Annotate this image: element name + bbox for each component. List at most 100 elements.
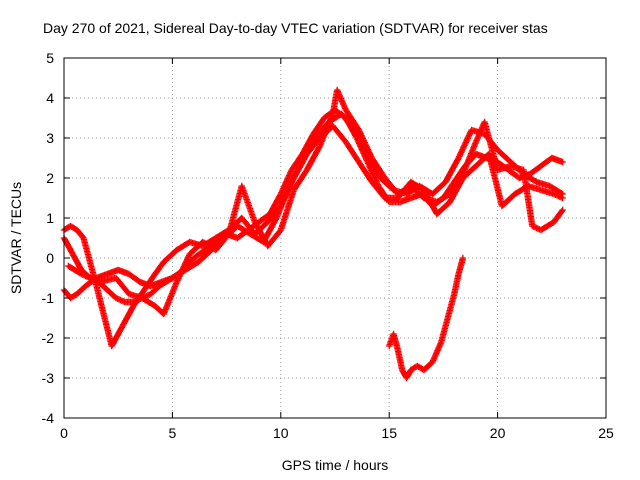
data-point-run <box>174 252 193 284</box>
data-point-run <box>265 228 283 248</box>
data-point-run <box>225 184 245 236</box>
data-point <box>529 222 536 230</box>
y-tick-label: 5 <box>46 50 54 66</box>
data-point-run <box>300 132 316 156</box>
data-point-run <box>96 275 118 285</box>
data-point-run <box>451 272 462 296</box>
data-point-run <box>310 116 327 136</box>
data-point <box>277 202 284 210</box>
data-point-run <box>304 136 323 156</box>
data-point-run <box>369 156 388 180</box>
data-point <box>550 190 558 198</box>
data-point-run <box>74 227 86 241</box>
data-point-run <box>257 211 272 225</box>
x-tick-label: 15 <box>381 425 397 441</box>
data-point-run <box>499 191 518 209</box>
data-point-run <box>356 160 375 184</box>
data-point-run <box>408 183 427 201</box>
data-point-run <box>539 219 556 233</box>
data-point-run <box>443 156 462 184</box>
series-track-e <box>386 254 467 382</box>
data-point-run <box>278 188 297 232</box>
data-point-run <box>456 128 475 160</box>
data-point-run <box>339 112 357 132</box>
data-point-run <box>369 180 388 200</box>
y-tick-label: -1 <box>42 290 55 306</box>
y-tick-label: -4 <box>42 410 55 426</box>
data-point-run <box>421 359 435 373</box>
data-point-run <box>183 259 201 273</box>
series-track-d <box>65 86 566 318</box>
data-point <box>559 194 566 202</box>
data-point-run <box>364 160 381 188</box>
data-point <box>112 294 120 302</box>
y-tick-label: 4 <box>46 90 54 106</box>
data-point-run <box>460 140 479 176</box>
data-point-run <box>408 179 426 193</box>
data-point-run <box>113 276 132 296</box>
data-point-run <box>161 247 179 265</box>
y-tick-label: 2 <box>46 170 54 186</box>
data-point-run <box>109 324 126 348</box>
data-point <box>559 158 566 166</box>
data-point-run <box>235 223 253 237</box>
data-point-run <box>252 220 271 248</box>
data-point-run <box>148 283 162 297</box>
data-point <box>459 254 467 262</box>
y-tick-label: 0 <box>46 250 54 266</box>
data-point <box>355 126 363 134</box>
data-point-run <box>74 283 88 297</box>
data-point-run <box>152 260 167 276</box>
data-point-run <box>434 191 452 205</box>
data-point-run <box>114 295 127 305</box>
data-point-run <box>105 287 119 301</box>
data-point-run <box>434 199 453 217</box>
data-point-run <box>382 176 401 196</box>
x-tick-label: 25 <box>598 425 614 441</box>
data-point-run <box>239 184 258 224</box>
data-point-run <box>187 239 205 257</box>
grid-lines <box>64 58 606 418</box>
data-point-run <box>444 292 458 320</box>
data-point-run <box>520 168 536 228</box>
data-point-run <box>356 128 375 160</box>
data-point-run <box>291 152 310 180</box>
data-point-run <box>317 112 336 148</box>
data-point-run <box>68 291 79 301</box>
data-point-run <box>334 88 349 112</box>
x-tick-label: 5 <box>169 425 177 441</box>
data-point-run <box>93 284 115 348</box>
data-point-run <box>547 183 565 197</box>
data-point-run <box>438 316 451 344</box>
data-point-run <box>79 271 101 285</box>
data-point-run <box>343 140 362 164</box>
data-point-run <box>278 176 297 208</box>
y-axis-label: SDTVAR / TECUs <box>8 182 24 294</box>
data-point-run <box>486 152 505 208</box>
data-point-run <box>265 204 283 224</box>
x-tick-label: 0 <box>60 425 68 441</box>
data-point-run <box>481 120 501 172</box>
data-point-run <box>196 247 214 265</box>
data-point-run <box>127 271 142 285</box>
data-point-run <box>267 192 284 216</box>
data-point-run <box>552 191 565 201</box>
data-point-run <box>455 256 466 276</box>
axis-ticks: 0 5 10 15 20 25 -4 -3 -2 -1 0 1 2 3 4 5 <box>42 50 614 441</box>
y-tick-label: -2 <box>42 330 55 346</box>
data-point-run <box>157 275 175 289</box>
data-point <box>78 270 85 278</box>
chart-title: Day 270 of 2021, Sidereal Day-to-day VTE… <box>43 20 548 36</box>
y-tick-label: -3 <box>42 370 55 386</box>
x-tick-label: 20 <box>490 425 506 441</box>
data-point-run <box>495 147 513 165</box>
data-point-run <box>213 232 231 252</box>
data-point-run <box>304 144 323 172</box>
data-point-run <box>429 340 444 364</box>
data-point-run <box>140 295 157 309</box>
data-point-run <box>192 247 207 261</box>
data-point-run <box>239 216 257 236</box>
data-point-run <box>447 172 466 196</box>
data-point-run <box>528 163 543 177</box>
